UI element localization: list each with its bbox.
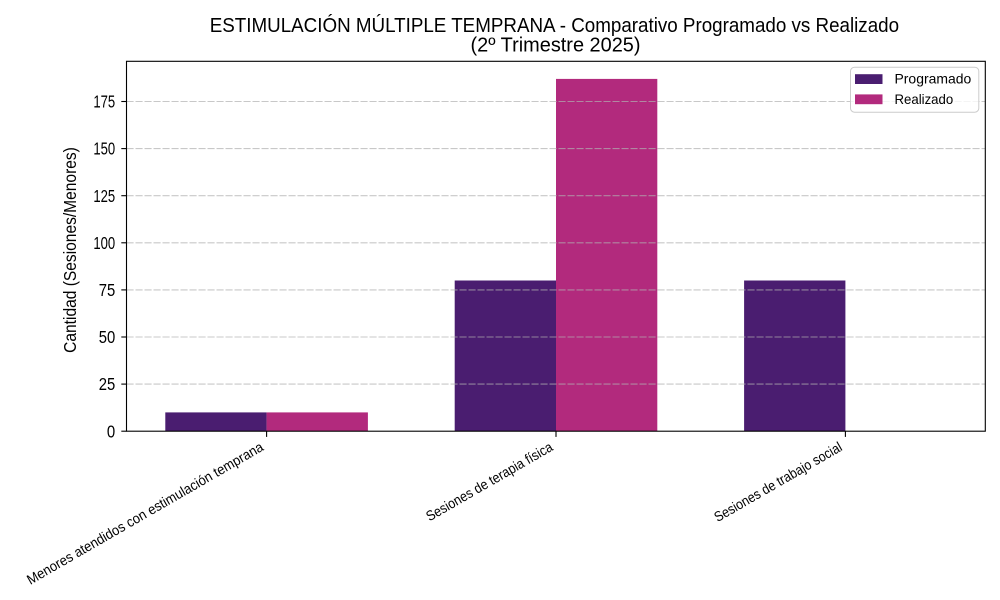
svg-text:150: 150 (93, 139, 115, 159)
svg-text:(2º Trimestre 2025): (2º Trimestre 2025) (471, 35, 641, 57)
svg-text:25: 25 (99, 374, 116, 394)
svg-text:Programado: Programado (895, 71, 972, 87)
svg-text:0: 0 (107, 421, 115, 441)
svg-text:100: 100 (93, 233, 115, 253)
svg-text:Cantidad (Sesiones/Menores): Cantidad (Sesiones/Menores) (60, 147, 80, 353)
svg-text:ESTIMULACIÓN MÚLTIPLE TEMPRANA: ESTIMULACIÓN MÚLTIPLE TEMPRANA - Compara… (210, 14, 899, 37)
svg-text:50: 50 (99, 327, 116, 347)
svg-text:175: 175 (93, 92, 115, 112)
svg-text:75: 75 (99, 280, 116, 300)
svg-text:Realizado: Realizado (895, 91, 954, 107)
svg-text:125: 125 (93, 186, 115, 206)
